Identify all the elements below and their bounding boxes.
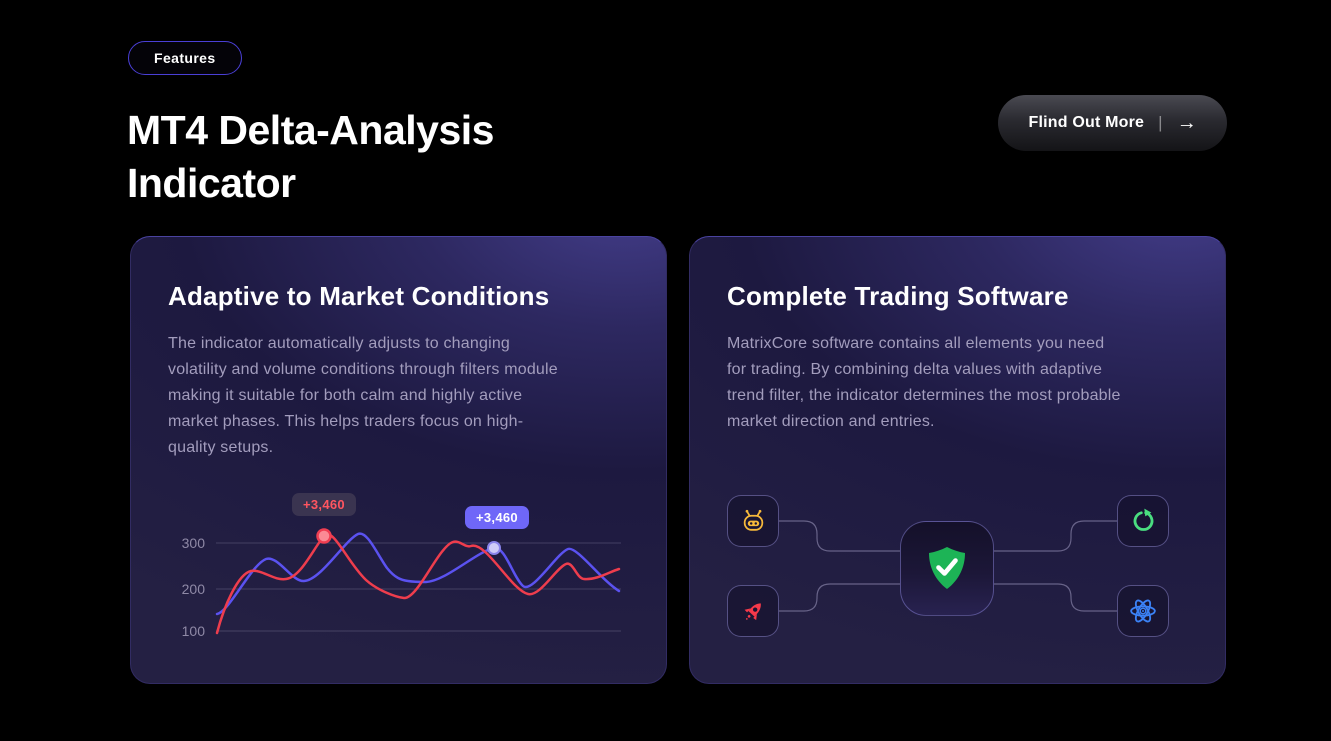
refresh-icon	[1133, 508, 1153, 531]
body-line: market direction and entries.	[727, 413, 935, 430]
series-blue-line	[215, 532, 621, 616]
atom-icon	[1130, 599, 1156, 623]
connector-lines	[779, 520, 1117, 612]
line-chart: 300 200 100 +3,460 +3,460	[161, 492, 639, 662]
button-separator: |	[1158, 113, 1163, 132]
find-out-more-button[interactable]: Flind Out More | →	[998, 95, 1227, 151]
card-body: The indicator automatically adjusts to c…	[168, 331, 558, 461]
y-axis-tick-200: 200	[181, 581, 205, 597]
arrow-right-icon: →	[1176, 111, 1197, 134]
diagram-node-rocket	[727, 585, 779, 637]
card-body: MatrixCore software contains all element…	[727, 331, 1121, 435]
tooltip-red: +3,460	[292, 493, 356, 516]
software-diagram	[690, 237, 1225, 683]
diagram-node-robot	[727, 495, 779, 547]
body-line: making it suitable for both calm and hig…	[168, 387, 523, 404]
find-out-more-label: Flind Out More	[1028, 114, 1145, 131]
features-badge: Features	[128, 41, 242, 75]
card-title: Adaptive to Market Conditions	[168, 281, 550, 311]
chart-canvas	[215, 528, 621, 635]
tooltip-blue: +3,460	[465, 506, 529, 529]
rocket-icon	[744, 602, 761, 620]
body-line: volatility and volume conditions through…	[168, 361, 558, 378]
diagram-node-refresh	[1117, 495, 1169, 547]
page-title-line-1: MT4 Delta-Analysis	[127, 107, 494, 153]
chart-marker-blue	[487, 541, 501, 555]
body-line: for trading. By combining delta values w…	[727, 361, 1103, 378]
body-line: trend filter, the indicator determines t…	[727, 387, 1121, 404]
robot-icon	[743, 509, 763, 531]
card-adaptive-to-market: Adaptive to Market Conditions The indica…	[130, 236, 667, 684]
shield-check-icon	[929, 546, 965, 589]
feature-cards: Adaptive to Market Conditions The indica…	[130, 236, 1226, 684]
y-axis-tick-100: 100	[181, 623, 205, 639]
body-line: MatrixCore software contains all element…	[727, 335, 1105, 352]
series-red-line	[215, 533, 621, 635]
y-axis-tick-300: 300	[181, 535, 205, 551]
page-title-line-2: Indicator	[127, 160, 296, 206]
card-complete-trading-software: Complete Trading Software MatrixCore sof…	[689, 236, 1226, 684]
page-title: MT4 Delta-Analysis Indicator	[127, 104, 494, 210]
body-line: The indicator automatically adjusts to c…	[168, 335, 511, 352]
gridlines	[216, 542, 621, 632]
chart-marker-red	[316, 528, 332, 544]
diagram-node-atom	[1117, 585, 1169, 637]
body-line: quality setups.	[168, 439, 274, 456]
body-line: market phases. This helps traders focus …	[168, 413, 524, 430]
card-title: Complete Trading Software	[727, 281, 1069, 311]
diagram-node-security	[900, 521, 994, 616]
